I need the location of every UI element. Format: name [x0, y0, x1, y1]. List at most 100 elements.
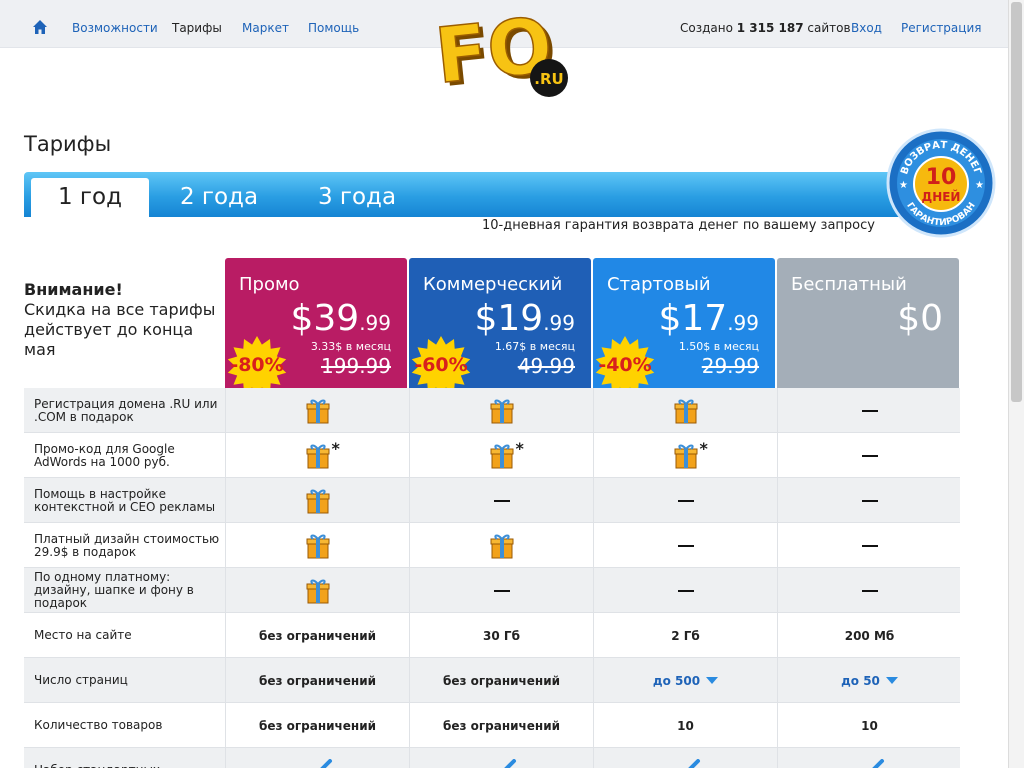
discount-burst-icon — [411, 336, 471, 388]
burst-shape — [595, 336, 655, 388]
price-main: $39 — [290, 298, 360, 339]
burst-shape — [411, 336, 471, 388]
price-main: $19 — [474, 298, 544, 339]
feature-value: без ограничений — [258, 718, 377, 733]
plan-name: Промо — [239, 274, 300, 295]
plan-old-price: 49.99 — [517, 354, 575, 378]
not-included-dash-icon — [861, 454, 878, 457]
chevron-down-icon — [706, 677, 719, 684]
feature-cell: 10 — [593, 703, 777, 748]
feature-value: 10 — [861, 718, 878, 733]
feature-cell — [777, 478, 961, 523]
period-tabs: 1 год 2 года 3 года — [24, 172, 904, 217]
feature-value: без ограничений — [258, 673, 377, 688]
plan-card-free[interactable]: Бесплатный $0 — [777, 258, 959, 388]
feature-cell — [777, 388, 961, 433]
feature-cell — [225, 478, 409, 523]
not-included-dash-icon — [861, 544, 878, 547]
not-included-dash-icon — [861, 499, 878, 502]
plan-price: $0 — [897, 298, 943, 339]
tab-3-years[interactable]: 3 года — [317, 184, 397, 210]
page-title: Тарифы — [24, 132, 112, 156]
feature-cell: без ограничений — [225, 613, 409, 658]
gift-icon: * — [306, 439, 340, 469]
feature-label: По одному платному: дизайну, шапке и фон… — [34, 570, 194, 610]
nav-tariffs-link[interactable]: Тарифы — [172, 21, 222, 35]
plan-price: $17.99 — [658, 298, 759, 339]
price-cents: .99 — [543, 311, 575, 335]
feature-row: Число страниц без ограничений без ограниче… — [24, 658, 960, 703]
feature-table: Регистрация домена .RU или .COM в подаро… — [24, 388, 960, 768]
plan-name: Стартовый — [607, 274, 711, 295]
feature-cell: без ограничений — [225, 703, 409, 748]
footnote-asterisk: * — [331, 438, 340, 458]
feature-label: Регистрация домена .RU или .COM в подаро… — [34, 396, 218, 424]
feature-cell: до 50 — [777, 658, 961, 703]
plan-card-starter[interactable]: Стартовый $17.99 1.50$ в месяц 29.99 -40… — [593, 258, 775, 388]
feature-row: Набор стандартных — [24, 748, 960, 768]
burst-shape — [227, 336, 287, 388]
chevron-down-icon — [885, 677, 898, 684]
feature-cell: без ограничений — [225, 658, 409, 703]
feature-cell — [409, 523, 593, 568]
scrollbar-thumb[interactable] — [1011, 2, 1022, 402]
not-included-dash-icon — [677, 589, 694, 592]
pages-limit-dropdown[interactable]: до 500 — [653, 674, 719, 688]
feature-row: Платный дизайн стоимостью 29.9$ в подаро… — [24, 523, 960, 568]
plan-name: Бесплатный — [791, 274, 907, 295]
notice-text: Скидка на все тарифы действует до конца … — [24, 300, 216, 359]
feature-cell — [225, 523, 409, 568]
price-main: $0 — [897, 298, 943, 339]
discount-label: -40% — [598, 354, 652, 376]
tab-2-years[interactable]: 2 года — [179, 184, 259, 210]
feature-cell: * — [409, 433, 593, 478]
checkmark-icon — [487, 759, 517, 768]
login-link[interactable]: Вход — [851, 21, 882, 35]
feature-cell: 200 Мб — [777, 613, 961, 658]
pages-limit-dropdown[interactable]: до 50 — [841, 674, 898, 688]
feature-cell — [409, 748, 593, 768]
feature-value: без ограничений — [258, 628, 377, 643]
created-suffix: сайтов — [807, 21, 851, 35]
not-included-dash-icon — [493, 499, 510, 502]
feature-cell: 10 — [777, 703, 961, 748]
discount-label: -80% — [230, 354, 284, 376]
register-link[interactable]: Регистрация — [901, 21, 982, 35]
tab-1-year[interactable]: 1 год — [31, 178, 149, 217]
nav-features-link[interactable]: Возможности — [72, 21, 158, 35]
plan-name: Коммерческий — [423, 274, 563, 295]
feature-value: без ограничений — [442, 718, 561, 733]
home-icon[interactable] — [32, 19, 48, 35]
gift-icon — [306, 578, 330, 604]
plan-card-promo[interactable]: Промо $39.99 3.33$ в месяц 199.99 -80% — [225, 258, 407, 388]
nav-market-link[interactable]: Маркет — [242, 21, 289, 35]
plan-per-month: 3.33$ в месяц — [310, 340, 391, 353]
gift-icon — [490, 533, 514, 559]
price-cents: .99 — [359, 311, 391, 335]
discount-burst-icon — [595, 336, 655, 388]
not-included-dash-icon — [677, 544, 694, 547]
feature-cell — [225, 388, 409, 433]
feature-label: Платный дизайн стоимостью 29.9$ в подаро… — [34, 531, 220, 559]
nav-help-link[interactable]: Помощь — [308, 21, 360, 35]
checkmark-icon — [671, 759, 701, 768]
fo-ru-logo[interactable]: FO FO .RU — [432, 8, 578, 100]
feature-cell — [777, 523, 961, 568]
feature-cell — [593, 568, 777, 613]
feature-value: 30 Гб — [483, 628, 520, 643]
feature-row: Регистрация домена .RU или .COM в подаро… — [24, 388, 960, 433]
feature-row: Количество товаров без ограничений без огр… — [24, 703, 960, 748]
gift-icon — [306, 398, 330, 424]
vertical-scrollbar[interactable] — [1008, 0, 1024, 768]
feature-cell — [593, 478, 777, 523]
plan-old-price: 199.99 — [321, 354, 391, 378]
gift-icon — [306, 488, 330, 514]
not-included-dash-icon — [493, 589, 510, 592]
gift-icon — [490, 398, 514, 424]
checkmark-icon — [303, 759, 333, 768]
notice-title: Внимание! — [24, 280, 123, 299]
feature-cell: 30 Гб — [409, 613, 593, 658]
feature-cell: * — [593, 433, 777, 478]
plan-card-commercial[interactable]: Коммерческий $19.99 1.67$ в месяц 49.99 … — [409, 258, 591, 388]
feature-cell — [777, 433, 961, 478]
